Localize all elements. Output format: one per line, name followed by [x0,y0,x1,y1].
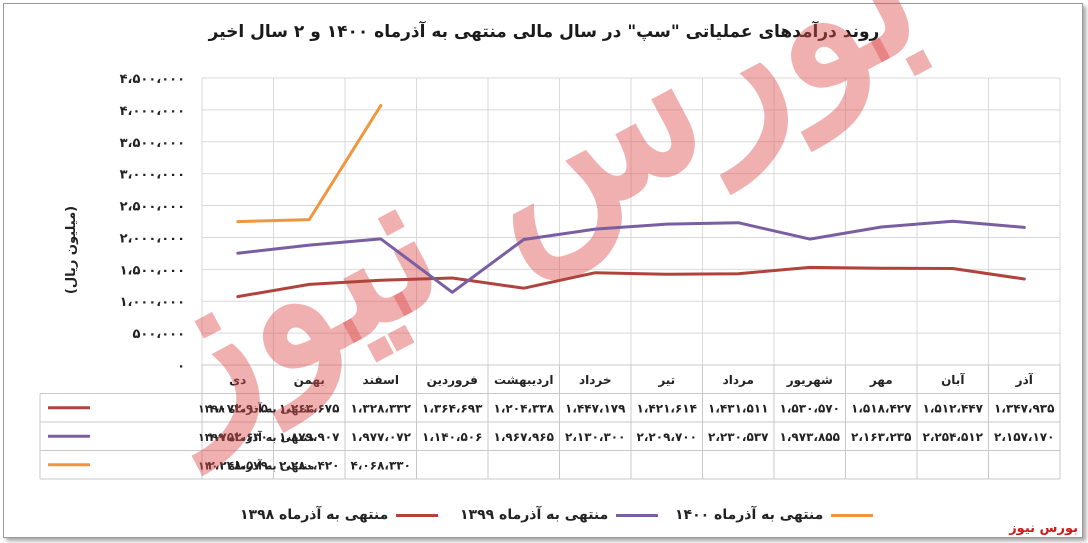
data-label: ۲،۲۴۸،۵۷۹ [208,459,269,473]
y-tick-label: ۵۰۰،۰۰۰ [132,327,185,342]
data-label: ۱،۳۲۸،۳۳۲ [351,402,412,416]
data-label: ۲،۱۳۰،۳۰۰ [565,430,625,444]
data-label: ۱،۹۷۷،۰۷۲ [351,430,412,444]
y-tick-label: ۱،۵۰۰،۰۰۰ [120,263,185,278]
data-label: ۱،۵۳۰،۵۷۰ [780,402,840,416]
legend-item-1400: منتهی به آذرماه ۱۴۰۰ [675,500,874,530]
series-lines [236,104,1026,299]
y-tick-label: ۲،۵۰۰،۰۰۰ [120,200,185,215]
data-label: ۱،۱۴۰،۵۰۶ [422,430,482,444]
data-label: ۱،۲۰۴،۳۳۸ [494,402,555,416]
data-label: ۲،۱۶۳،۲۳۵ [851,430,911,444]
x-tick-label: اردیبهشت [494,373,553,387]
x-tick-label: خرداد [579,373,612,387]
data-label: ۱،۷۵۲،۶۳۰ [208,430,268,444]
data-label: ۱،۵۱۲،۴۴۷ [923,402,984,416]
x-tick-label: اسفند [363,373,399,387]
data-label: ۴،۰۶۸،۳۳۰ [351,459,411,473]
legend-item-1398: منتهی به آذرماه ۱۳۹۸ [240,500,439,530]
x-tick-label: فروردین [427,373,478,388]
x-tick-label: دی [229,373,246,387]
legend-label: منتهی به آذرماه ۱۳۹۹ [460,507,609,523]
data-table: دی بهمن اسفند فروردین اردیبهشت خرداد تیر مرداد ش… [39,364,1061,480]
legend-swatch [831,513,874,517]
data-label: ۱،۲۶۳،۶۷۵ [279,402,339,416]
series-line-2 [236,104,383,224]
data-label: ۱،۳۴۷،۹۳۵ [994,402,1054,416]
data-label: ۱،۵۱۸،۴۲۷ [851,402,912,416]
data-label: ۱،۴۳۱،۵۱۱ [708,402,768,416]
y-tick-label: ۳،۰۰۰،۰۰۰ [120,168,185,183]
series-line-1 [236,219,1026,294]
data-label: ۱،۳۶۴،۶۹۳ [422,402,483,416]
x-tick-label: مهر [869,373,893,387]
x-tick-label: بهمن [294,373,325,387]
legend-label: منتهی به آذرماه ۱۴۰۰ [675,507,824,523]
legend: منتهی به آذرماه ۱۳۹۸ منتهی به آذرماه ۱۳۹… [0,500,1088,530]
y-tick-label: ۴،۰۰۰،۰۰۰ [120,104,185,119]
legend-label: منتهی به آذرماه ۱۳۹۸ [240,507,389,523]
x-tick-label: مرداد [723,373,754,387]
table-series-name: منتهی به آذرماه ۱۴۰۰ [198,459,315,473]
chart-frame [3,3,1083,538]
data-label: ۱،۸۷۹،۹۰۷ [279,430,340,444]
data-label: ۱،۹۶۷،۹۶۵ [494,430,554,444]
legend-swatch [616,513,659,517]
legend-swatch [396,513,439,517]
x-tick-label: آبان [941,372,965,387]
data-label: ۲،۲۵۴،۵۱۲ [923,430,984,444]
x-tick-label: آذر [1015,372,1034,387]
y-tick-label: ۱،۰۰۰،۰۰۰ [120,295,185,310]
y-tick-label: ۴،۵۰۰،۰۰۰ [120,72,185,87]
chart-title: روند درآمدهای عملیاتی "سپ" در سال مالی م… [208,22,880,42]
data-label: ۱،۴۴۷،۱۷۹ [565,402,626,416]
source-label: بورس نیوز [1009,521,1078,536]
data-label: ۲،۲۸۰،۴۲۰ [279,459,339,473]
table-series-name: منتهی به آذرماه ۱۳۹۹ [198,430,315,444]
table-series-name: منتهی به آذرماه ۱۳۹۸ [198,402,315,416]
data-label: ۱،۹۷۳،۸۵۵ [780,430,840,444]
y-tick-labels: ۰ ۵۰۰،۰۰۰ ۱،۰۰۰،۰۰۰ ۱،۵۰۰،۰۰۰ ۲،۰۰۰،۰۰۰ ۲،۵۰۰… [120,72,185,374]
y-tick-label: ۲،۰۰۰،۰۰۰ [120,231,185,246]
data-label: ۲،۱۵۷،۱۷۰ [994,430,1054,444]
data-label: ۱،۰۷۲،۹۰۵ [208,402,268,416]
data-label: ۱،۴۲۱،۶۱۴ [637,402,697,416]
y-tick-label: ۰ [177,359,185,374]
data-label: ۲،۲۰۹،۷۰۰ [637,430,697,444]
x-tick-label: شهریور [786,373,833,388]
data-label: ۲،۲۳۰،۵۳۷ [708,430,769,444]
y-tick-label: ۳،۵۰۰،۰۰۰ [120,136,185,151]
x-tick-label: تیر [657,373,675,387]
legend-item-1399: منتهی به آذرماه ۱۳۹۹ [460,500,659,530]
series-line-0 [236,265,1026,299]
